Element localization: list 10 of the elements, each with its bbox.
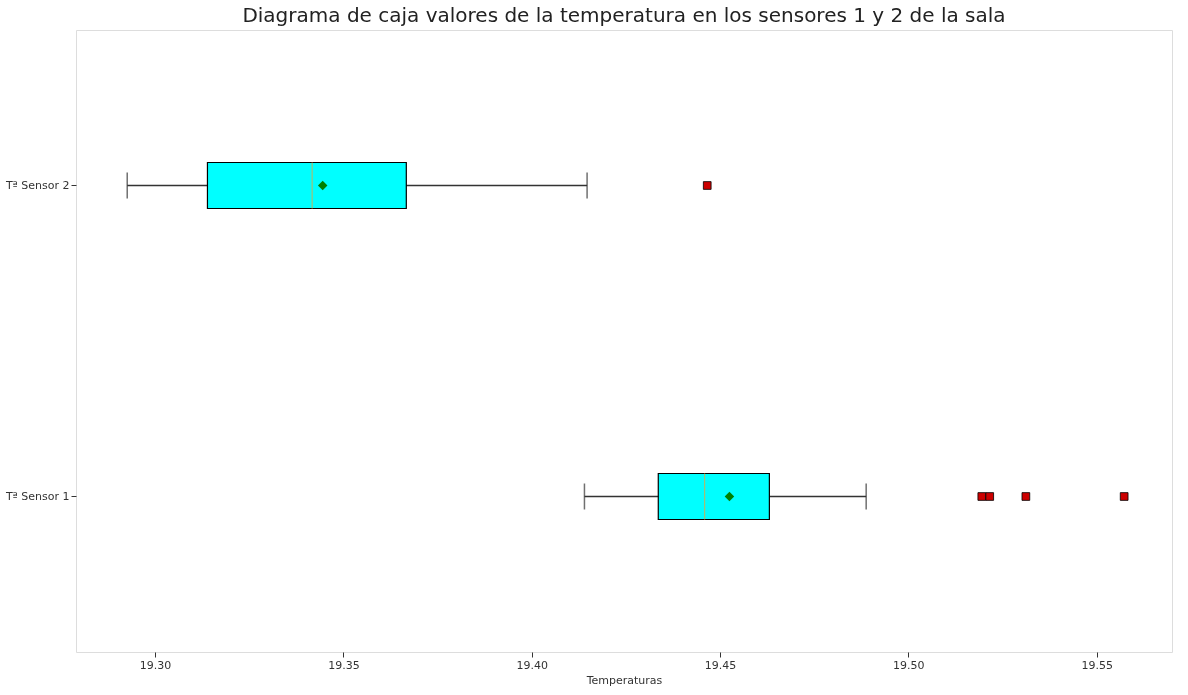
y-tick-label: Tª Sensor 2 — [4, 178, 70, 192]
x-tick-label: 19.55 — [1081, 658, 1113, 672]
x-axis-title: Temperaturas — [585, 673, 663, 687]
x-tick-label: 19.40 — [516, 658, 548, 672]
x-tick-label: 19.45 — [704, 658, 737, 672]
y-tick-label: Tª Sensor 1 — [4, 489, 70, 503]
x-tick-label: 19.30 — [139, 658, 172, 672]
x-tick-label: 19.50 — [893, 658, 925, 672]
x-tick-label: 19.35 — [328, 658, 360, 672]
chart-title: Diagrama de caja valores de la temperatura en los sensores 1 y 2 de la sala — [242, 3, 1006, 27]
